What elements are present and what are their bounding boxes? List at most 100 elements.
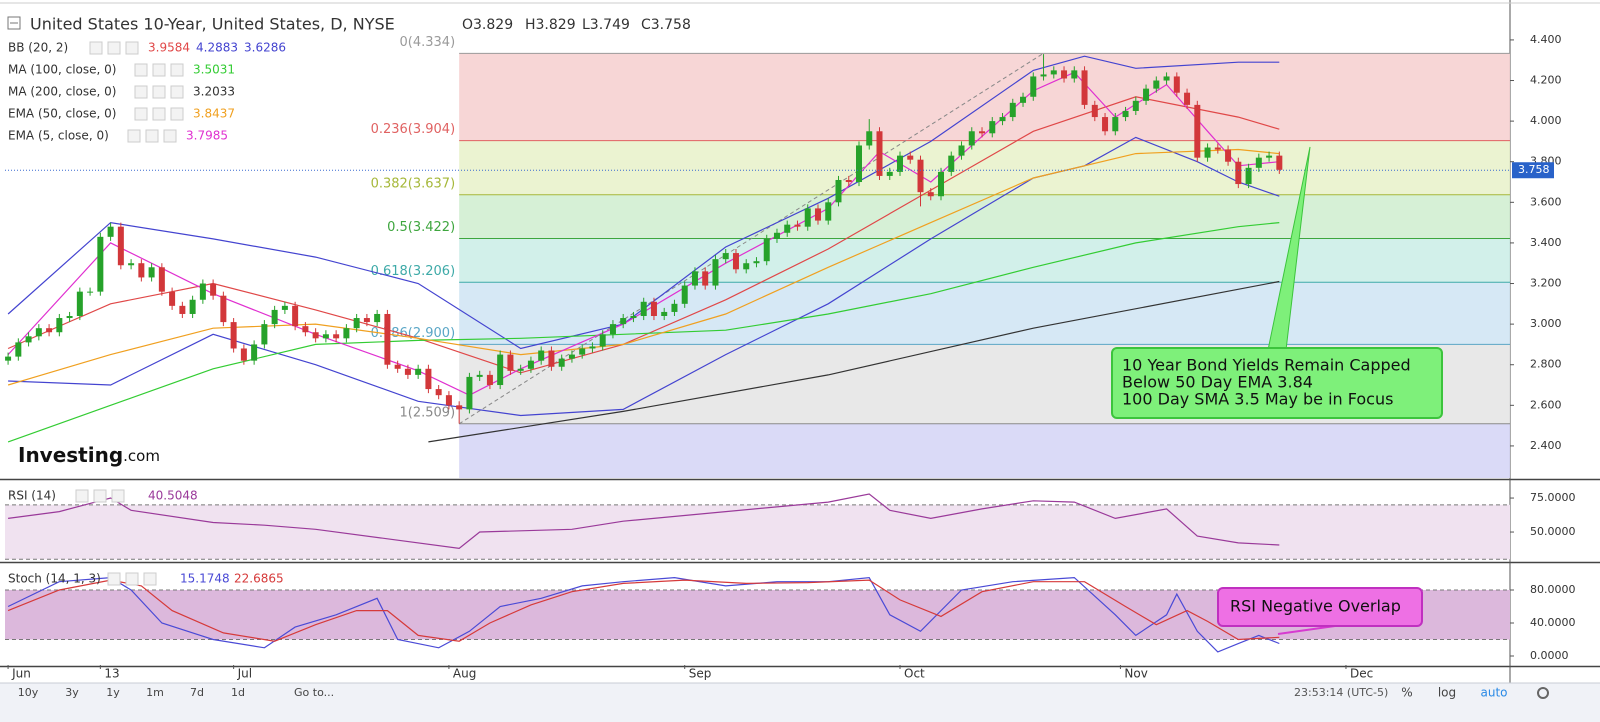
candle-body [979,131,986,134]
legend-icon[interactable] [170,85,184,99]
legend-icon[interactable] [170,107,184,121]
fib-label: 0.5(3.422) [387,220,455,235]
last-price-label: 3.758 [1518,163,1550,176]
legend-icon[interactable] [127,129,141,143]
range-button[interactable]: 1m [146,686,164,699]
range-button[interactable]: 1y [106,686,120,699]
legend-icon[interactable] [107,572,121,586]
legend-icon[interactable] [134,63,148,77]
indicator-line [7,148,1280,386]
candle-body [876,131,883,176]
x-tick-label: Nov [1124,667,1147,681]
legend-value: 3.6286 [244,41,286,55]
range-button[interactable]: 10y [18,686,39,699]
ohlc-open: O3.829 [462,17,513,33]
candle-body [107,226,114,237]
candle-body [66,316,73,319]
candle-body [825,202,832,221]
candle-body [353,318,360,329]
legend-icon[interactable] [134,107,148,121]
gear-icon[interactable] [1537,687,1549,699]
x-tick-label: Jul [237,667,252,681]
collapse-icon[interactable] [7,16,21,30]
legend-icon[interactable] [134,85,148,99]
axis-option[interactable]: log [1438,686,1456,700]
toolbar-bg [0,683,1600,722]
legend-icon[interactable] [107,41,121,55]
legend-icon[interactable] [152,85,166,99]
candle-body [814,208,821,221]
range-button[interactable]: 7d [190,686,204,699]
candle-body [322,334,329,339]
candle-body [261,324,268,345]
y-tick-label: 80.0000 [1530,583,1576,596]
y-tick-label: 4.000 [1530,114,1562,127]
axis-option[interactable]: auto [1480,686,1507,700]
candle-body [25,336,32,343]
legend-icon[interactable] [111,489,125,503]
annotation-text: 100 Day SMA 3.5 May be in Focus [1122,390,1393,409]
candle-body [732,253,739,270]
legend-value: 4.2883 [196,41,238,55]
candle-body [302,326,309,333]
candle-body [466,376,473,410]
candle-body [384,313,391,365]
candle-body [1266,155,1273,158]
candle-body [5,356,12,361]
legend-icon[interactable] [89,41,103,55]
gear[interactable] [1537,687,1549,699]
indicator-line [7,96,1280,374]
legend-icon[interactable] [125,572,139,586]
candle-body [1163,76,1170,81]
legend-icon[interactable] [143,572,157,586]
legend-value: 3.7985 [186,129,228,143]
candle-body [333,334,340,339]
legend-icon[interactable] [93,489,107,503]
y-tick-label: 75.0000 [1530,491,1576,504]
candle-body [640,301,647,317]
candle-body [1204,147,1211,158]
annotation-text: 10 Year Bond Yields Remain Capped [1122,356,1411,375]
candle-body [1071,70,1078,79]
candle-body [507,354,514,371]
candle-body [527,360,534,369]
candle-body [158,267,165,292]
range-button[interactable]: 3y [65,686,79,699]
candle-body [445,395,452,406]
legend-icon[interactable] [163,129,177,143]
axis-option[interactable]: % [1401,686,1412,700]
candle-body [773,232,780,239]
candle-body [630,316,637,319]
legend-icon[interactable] [152,63,166,77]
candle-body [968,131,975,146]
fib-zone [459,238,1510,283]
legend-icon[interactable] [152,107,166,121]
candle-body [292,305,299,327]
fib-zone [459,140,1510,195]
ohlc-close: C3.758 [641,17,691,33]
candle-body [743,263,750,270]
candle-body [989,121,996,134]
candle-body [661,311,668,317]
legend-icon[interactable] [145,129,159,143]
candle-body [855,145,862,183]
legend-icon[interactable] [170,63,184,77]
y-tick-label: 0.0000 [1530,649,1569,662]
range-button[interactable]: 1d [231,686,245,699]
indicator-line [7,579,1280,642]
candle-body [722,253,729,260]
legend-value: 3.8437 [193,107,235,121]
candle-body [671,303,678,312]
legend-value: 40.5048 [148,489,198,503]
candle-body [599,334,606,347]
candle-body [404,368,411,375]
legend-name: EMA (5, close, 0) [8,129,109,143]
legend-icon[interactable] [125,41,139,55]
legend-icon[interactable] [75,489,89,503]
candle-body [1122,110,1129,118]
candle-body [1214,147,1221,150]
candle-body [363,318,370,323]
y-tick-label: 50.0000 [1530,525,1576,538]
range-button[interactable]: Go to... [294,686,334,699]
